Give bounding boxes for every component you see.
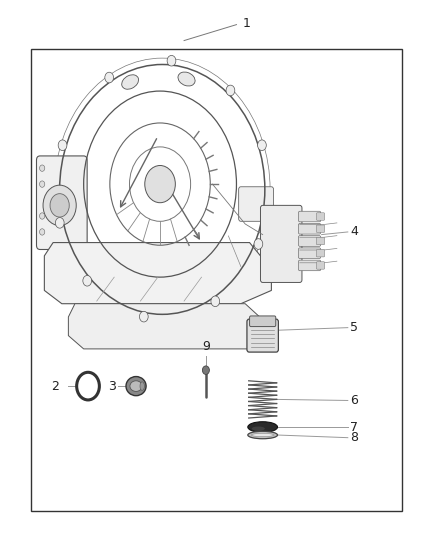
Polygon shape [68,304,272,349]
FancyBboxPatch shape [316,237,325,245]
Ellipse shape [178,72,195,86]
Circle shape [254,239,263,249]
FancyBboxPatch shape [298,211,321,222]
Bar [31,49,403,511]
FancyBboxPatch shape [298,223,321,234]
Text: 7: 7 [350,421,358,433]
Circle shape [139,311,148,322]
Circle shape [58,140,67,150]
Text: 3: 3 [108,379,116,393]
Circle shape [145,165,175,203]
Circle shape [39,229,45,235]
Ellipse shape [248,431,278,439]
Ellipse shape [126,376,146,395]
Circle shape [226,85,235,96]
FancyBboxPatch shape [261,205,302,282]
Ellipse shape [130,381,142,391]
Circle shape [105,72,113,83]
Circle shape [50,193,69,217]
Text: 1: 1 [243,17,251,30]
Circle shape [39,165,45,171]
Text: 4: 4 [350,225,358,238]
Circle shape [39,213,45,219]
Text: 9: 9 [202,340,210,353]
Text: 5: 5 [350,321,358,334]
FancyBboxPatch shape [316,262,325,269]
Text: 8: 8 [350,431,358,444]
Circle shape [211,296,219,306]
Ellipse shape [251,433,274,437]
Circle shape [258,140,266,150]
Ellipse shape [252,426,265,431]
FancyBboxPatch shape [36,156,87,249]
Ellipse shape [140,382,145,390]
FancyBboxPatch shape [316,249,325,257]
FancyBboxPatch shape [298,248,321,259]
FancyBboxPatch shape [239,187,274,221]
Circle shape [55,217,64,228]
FancyBboxPatch shape [316,213,325,220]
Circle shape [39,181,45,187]
Ellipse shape [248,422,278,432]
Circle shape [43,185,76,225]
Circle shape [167,55,176,66]
Polygon shape [44,243,272,304]
FancyBboxPatch shape [250,316,276,327]
Text: 2: 2 [51,379,59,393]
FancyBboxPatch shape [298,236,321,246]
Text: 6: 6 [350,394,358,407]
FancyBboxPatch shape [247,319,279,352]
Ellipse shape [122,75,138,89]
FancyBboxPatch shape [316,225,325,232]
Circle shape [83,276,92,286]
Circle shape [202,366,209,374]
FancyBboxPatch shape [298,260,321,271]
